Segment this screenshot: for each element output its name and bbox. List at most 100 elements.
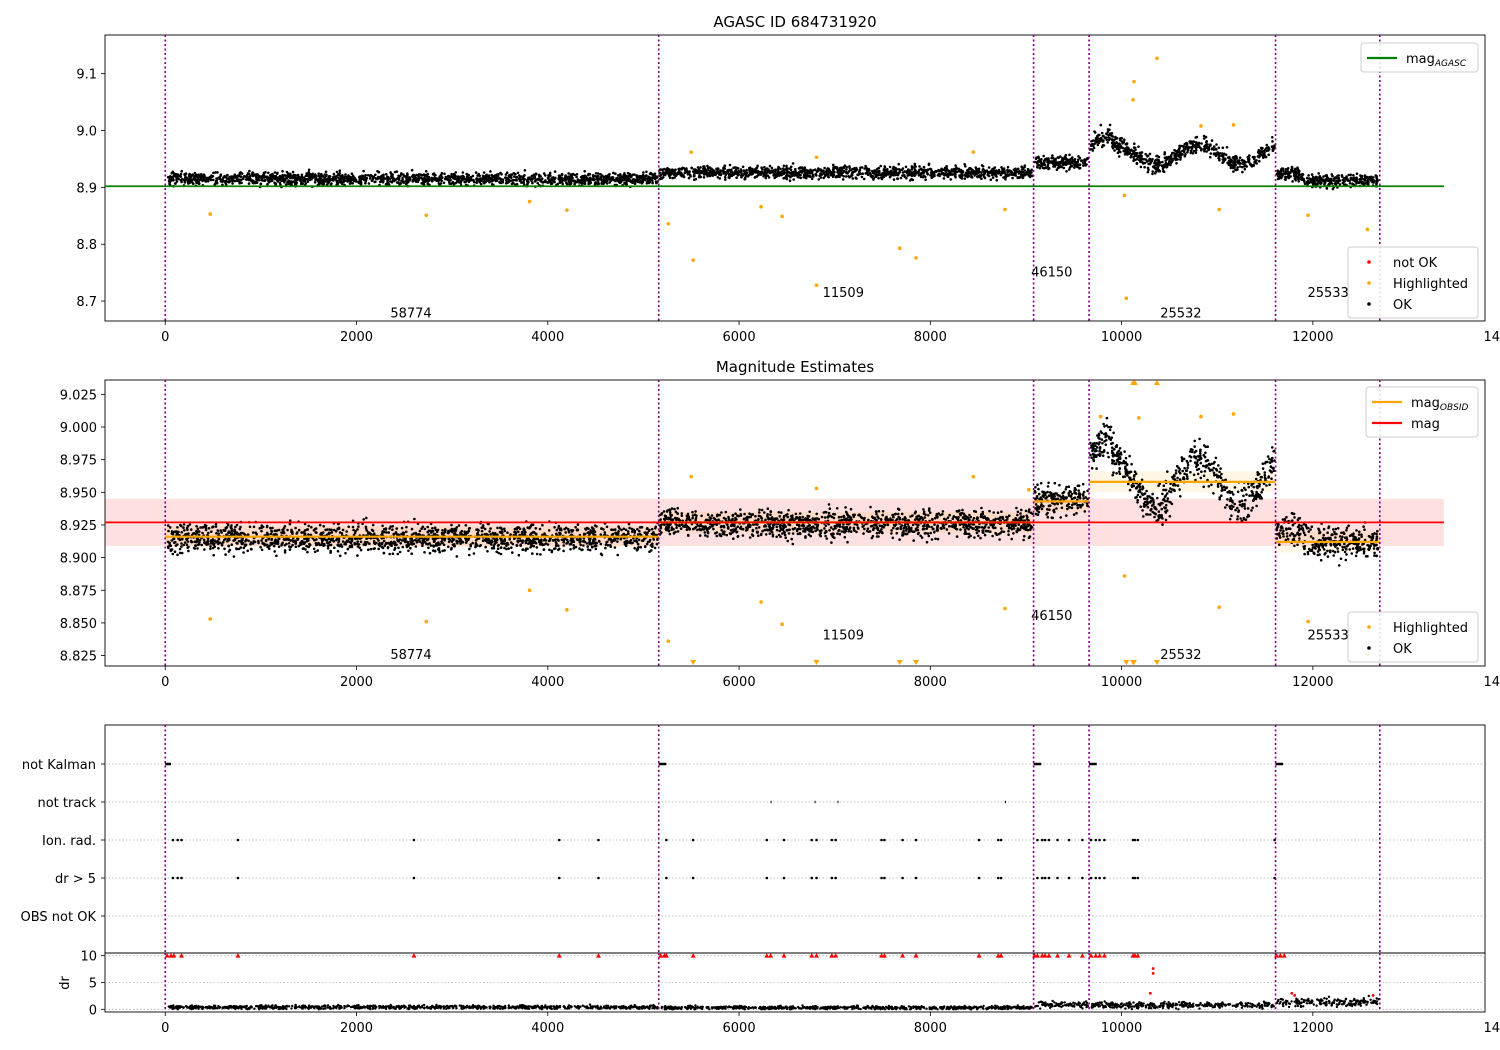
agasc-ok-point [1367,177,1370,180]
estimates-ok-point [288,548,292,551]
agasc-highlighted-point [1217,207,1221,212]
agasc-ok-point [625,182,628,186]
agasc-highlighted-point [1124,296,1129,301]
agasc-ok-point [417,178,421,181]
agasc-ok-point [251,173,254,177]
agasc-highlighted-point [1231,123,1236,127]
agasc-ok-point [914,165,917,168]
agasc-ok-point [332,175,336,179]
agasc-ok-point [1126,153,1129,156]
agasc-ok-point [1148,152,1152,156]
agasc-ok-point [523,169,527,172]
agasc-ok-point [1101,140,1105,143]
agasc-ok-point [627,178,631,181]
agasc-ok-point [518,178,522,181]
estimates-ok-point [307,533,310,536]
agasc-ok-point [319,175,322,178]
agasc-ok-point [271,172,274,176]
agasc-ok-point [1225,146,1229,149]
agasc-highlighted-point [971,150,976,154]
agasc-ok-point [1374,174,1378,177]
agasc-ok-point [1352,174,1355,177]
agasc-ok-point [1068,166,1072,169]
agasc-ok-point [647,181,651,185]
agasc-ok-point [799,176,803,180]
agasc-ok-point [380,178,384,182]
estimates-ok-point [616,540,619,543]
agasc-ok-point [1194,151,1198,154]
agasc-ok-point [280,176,283,179]
agasc-ok-point [1076,160,1080,164]
estimates-ok-point [604,546,607,550]
agasc-ok-point [923,168,926,172]
agasc-bottom-legend-marker [1367,260,1371,264]
agasc-ok-point [1202,137,1206,140]
estimates-ok-point [413,517,416,521]
agasc-ok-point [688,170,691,173]
agasc-ok-point [829,173,832,177]
agasc-ok-point [838,166,842,170]
agasc-ok-point [233,173,237,176]
agasc-ok-point [1367,181,1370,185]
agasc-ok-point [266,183,269,186]
agasc-ok-point [170,178,173,182]
agasc-ok-point [707,173,710,176]
agasc-ok-point [1372,176,1375,179]
estimates-ok-point [196,547,199,550]
agasc-highlighted-point [1306,213,1310,218]
agasc-ok-point [335,170,339,174]
agasc-ok-point [976,175,979,179]
estimates-ok-point [167,529,170,533]
agasc-ok-point [737,173,741,176]
agasc-ok-point [231,175,234,179]
agasc-ok-point [809,175,812,178]
agasc-ok-point [510,176,513,179]
agasc-ok-point [347,178,351,181]
agasc-ok-point [384,183,388,186]
estimates-ok-point [398,550,402,554]
estimates-ok-point [535,552,539,556]
agasc-ok-point [711,172,714,175]
agasc-ok-point [564,176,567,180]
agasc-ok-point [406,173,409,176]
agasc-ok-point [929,171,933,174]
agasc-ok-point [770,166,774,170]
agasc-ok-point [724,178,727,181]
agasc-ok-point [814,168,817,171]
agasc-x-tick-label: 2000 [340,330,373,345]
agasc-ok-point [1041,166,1045,169]
agasc-ok-point [1163,152,1166,156]
agasc-ok-point [960,173,963,176]
agasc-ok-point [510,182,514,186]
agasc-ok-point [1234,168,1237,171]
agasc-ok-point [327,178,330,182]
agasc-ok-point [743,170,746,173]
estimates-ok-point [330,528,333,532]
agasc-ok-point [845,168,848,171]
agasc-ok-point [567,175,570,178]
agasc-ok-point [490,183,494,186]
agasc-ok-point [1329,180,1332,184]
agasc-ok-point [834,166,837,169]
agasc-ok-point [975,172,978,176]
agasc-ok-point [913,168,917,171]
agasc-ok-point [354,178,358,182]
agasc-highlighted-point [565,208,569,212]
agasc-ok-point [298,176,301,180]
estimates-ok-point [477,529,480,532]
estimates-ok-point [325,541,329,545]
agasc-ok-point [1023,164,1027,167]
estimates-ok-point [582,544,585,547]
estimates-ok-point [356,540,360,543]
agasc-ok-point [1142,162,1145,165]
agasc-ok-point [305,173,309,177]
estimates-ok-point [614,531,617,535]
estimates-ok-point [396,552,400,556]
agasc-ok-point [1096,143,1100,147]
agasc-ok-point [514,172,517,176]
estimates-ok-point [599,542,603,546]
estimates-ok-point [410,527,414,531]
agasc-ok-point [454,176,457,180]
agasc-ok-point [171,176,175,179]
estimates-ok-point [433,549,437,553]
